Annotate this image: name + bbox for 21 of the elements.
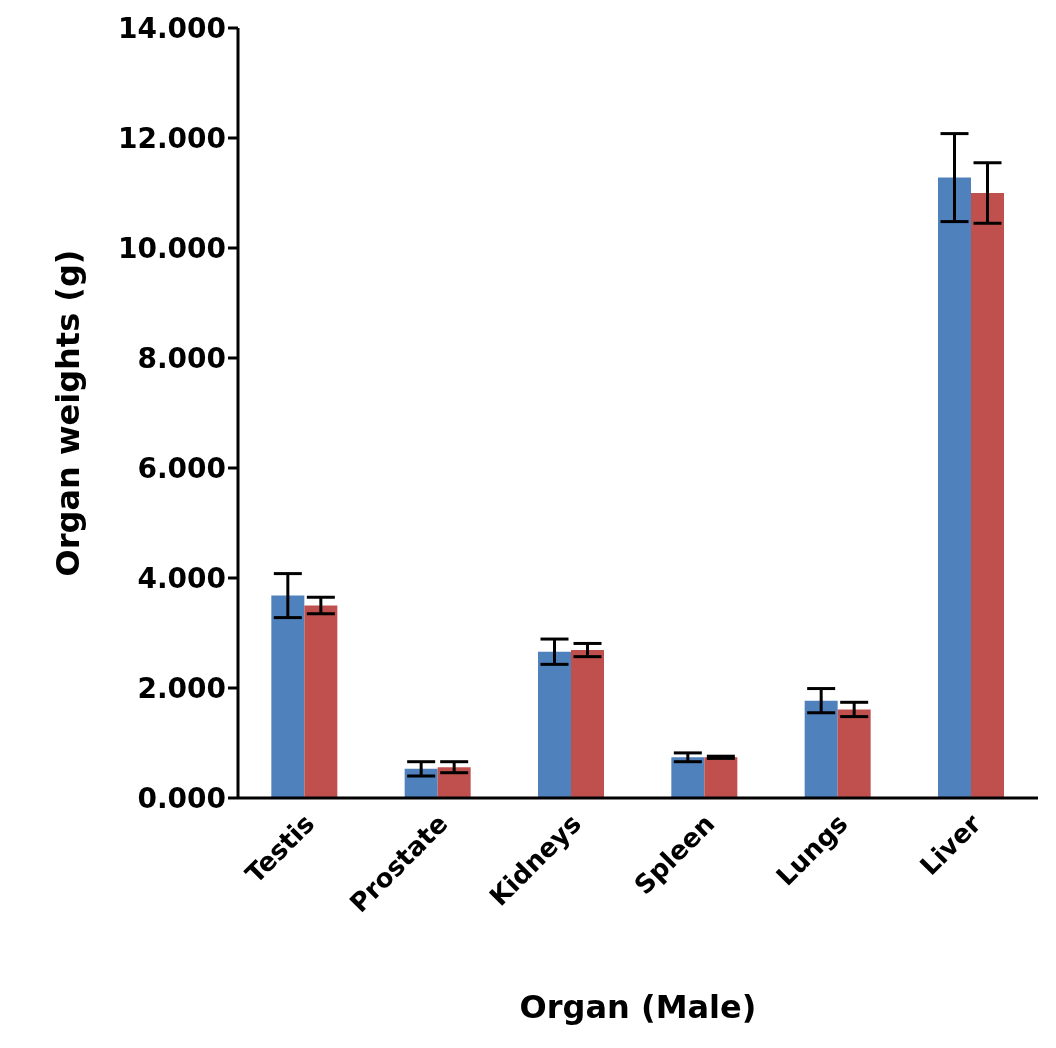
- bar: [971, 193, 1004, 798]
- x-axis-title: Organ (Male): [519, 988, 757, 1026]
- bar: [271, 595, 305, 798]
- y-tick-label: 2.000: [137, 671, 226, 705]
- y-tick-label: 10.000: [117, 231, 226, 265]
- y-axis-title: Organ weights (g): [49, 249, 88, 577]
- bar: [304, 605, 338, 798]
- y-tick-label: 4.000: [137, 561, 226, 595]
- bar: [704, 757, 738, 798]
- bar: [938, 177, 971, 798]
- bar: [837, 709, 871, 798]
- y-tick-label: 8.000: [137, 341, 226, 375]
- bar: [671, 757, 705, 798]
- y-tick-label: 12.000: [117, 121, 226, 155]
- y-tick-label: 14.000: [117, 11, 226, 45]
- bar: [437, 767, 471, 798]
- bar: [538, 651, 571, 798]
- y-tick-label: 6.000: [137, 451, 226, 485]
- bar: [804, 700, 838, 798]
- y-tick-label: 0.000: [137, 781, 226, 815]
- bar: [571, 650, 604, 798]
